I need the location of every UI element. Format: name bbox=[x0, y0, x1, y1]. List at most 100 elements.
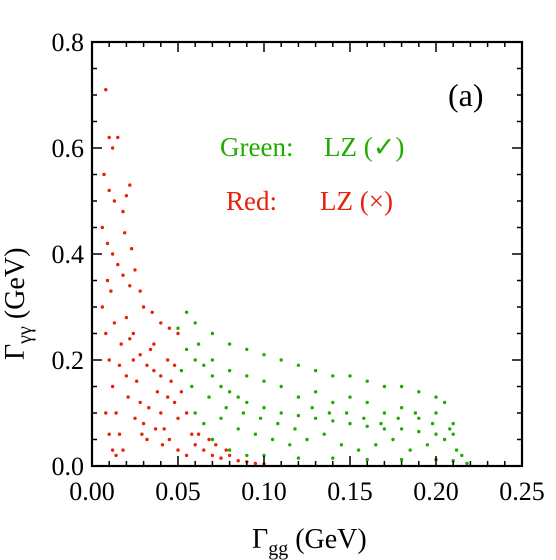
red-data-point bbox=[169, 379, 173, 383]
red-data-point bbox=[133, 416, 137, 420]
green-data-point bbox=[193, 358, 197, 362]
green-data-point bbox=[245, 453, 249, 458]
red-data-point bbox=[207, 437, 211, 442]
x-axis-label: Γgg (GeV) bbox=[252, 524, 367, 560]
green-data-point bbox=[399, 427, 404, 431]
red-data-point bbox=[124, 194, 129, 198]
red-data-point bbox=[107, 432, 111, 436]
red-data-point bbox=[107, 188, 111, 193]
green-data-point bbox=[451, 421, 455, 426]
green-data-point bbox=[451, 459, 455, 463]
green-data-point bbox=[344, 411, 349, 415]
green-data-point bbox=[331, 419, 335, 423]
red-data-point bbox=[138, 353, 142, 357]
red-data-point bbox=[155, 390, 160, 394]
red-data-point bbox=[121, 448, 125, 452]
green-data-point bbox=[399, 406, 404, 410]
green-data-point bbox=[391, 437, 395, 442]
red-data-point bbox=[172, 363, 177, 367]
red-data-point bbox=[152, 342, 156, 346]
red-data-point bbox=[159, 321, 163, 325]
green-data-point bbox=[219, 384, 223, 389]
red-data-point bbox=[114, 411, 118, 415]
green-data-point bbox=[374, 443, 378, 447]
panel-label: (a) bbox=[448, 77, 484, 113]
green-data-point bbox=[258, 416, 263, 420]
red-data-point bbox=[128, 284, 132, 288]
green-data-point bbox=[451, 432, 455, 436]
red-data-point bbox=[153, 427, 158, 431]
red-data-point bbox=[172, 400, 177, 405]
tick-labels-layer: 0.00 0.05 0.10 0.15 0.20 0.25 0.0 0.2 0.4 0.6 0.8 bbox=[52, 28, 545, 506]
red-data-point bbox=[227, 453, 232, 458]
green-data-point bbox=[227, 390, 232, 394]
red-data-point bbox=[117, 432, 122, 436]
green-data-point bbox=[417, 390, 421, 394]
green-data-point bbox=[241, 411, 246, 415]
red-data-point bbox=[116, 135, 120, 140]
y-tick-label: 0.6 bbox=[52, 134, 85, 163]
green-data-point bbox=[210, 358, 215, 362]
green-data-point bbox=[202, 421, 206, 426]
red-data-point bbox=[152, 368, 156, 373]
red-data-point bbox=[214, 443, 218, 447]
green-data-point bbox=[193, 411, 197, 415]
red-data-point bbox=[179, 390, 184, 394]
green-data-point bbox=[465, 461, 469, 466]
green-data-point bbox=[399, 457, 404, 462]
x-tick-label: 0.00 bbox=[69, 477, 115, 506]
red-data-point bbox=[107, 358, 111, 362]
green-data-point bbox=[193, 321, 197, 325]
green-data-point bbox=[296, 413, 301, 418]
green-data-point bbox=[365, 379, 369, 383]
red-data-point bbox=[131, 358, 135, 362]
red-data-point bbox=[128, 337, 132, 341]
red-data-point bbox=[148, 347, 153, 352]
red-data-point bbox=[104, 88, 108, 92]
green-data-point bbox=[313, 390, 318, 394]
red-data-point bbox=[112, 321, 117, 325]
red-data-point bbox=[110, 252, 115, 256]
red-data-point bbox=[145, 363, 149, 367]
green-data-point bbox=[399, 384, 404, 389]
red-data-point bbox=[104, 411, 108, 415]
red-data-point bbox=[102, 172, 106, 177]
red-data-point bbox=[253, 461, 258, 466]
red-data-point bbox=[166, 358, 170, 362]
green-data-point bbox=[460, 453, 464, 458]
green-data-point bbox=[262, 406, 266, 410]
x-axis-label-sub: gg bbox=[268, 538, 288, 560]
green-data-point bbox=[322, 432, 326, 436]
red-data-point bbox=[105, 278, 110, 283]
red-data-point bbox=[104, 331, 108, 336]
red-data-point bbox=[128, 183, 132, 187]
red-data-point bbox=[160, 443, 165, 447]
x-tick-label: 0.05 bbox=[155, 477, 201, 506]
red-data-point bbox=[124, 374, 129, 378]
green-data-point bbox=[262, 353, 266, 357]
red-data-point bbox=[116, 262, 120, 267]
green-data-point bbox=[279, 384, 283, 389]
red-data-point bbox=[105, 241, 110, 246]
green-data-point bbox=[305, 437, 309, 442]
green-data-point bbox=[348, 395, 352, 399]
red-data-point bbox=[145, 437, 149, 442]
green-data-point bbox=[224, 406, 228, 410]
red-data-point bbox=[176, 416, 180, 420]
red-data-point bbox=[184, 453, 189, 458]
green-data-point bbox=[413, 411, 418, 415]
x-tick-label: 0.25 bbox=[499, 477, 545, 506]
x-tick-label: 0.10 bbox=[241, 477, 287, 506]
red-data-point bbox=[138, 289, 142, 293]
red-data-point bbox=[110, 146, 115, 150]
green-data-point bbox=[270, 437, 275, 442]
green-data-point bbox=[434, 411, 438, 415]
green-data-point bbox=[331, 400, 335, 405]
y-tick-label: 0.2 bbox=[52, 346, 85, 375]
green-data-point bbox=[348, 421, 352, 426]
legend-green-label: Green: bbox=[220, 132, 293, 162]
green-data-point bbox=[454, 448, 459, 452]
red-data-point bbox=[121, 209, 125, 214]
green-data-point bbox=[348, 374, 352, 378]
